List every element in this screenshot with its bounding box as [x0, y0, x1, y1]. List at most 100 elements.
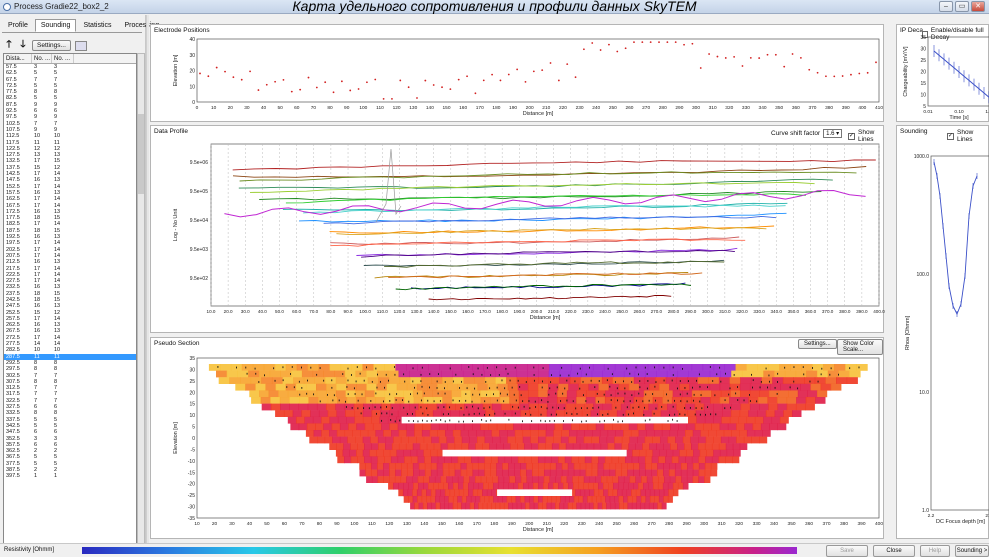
table-row[interactable]: 157.5 16 13 [4, 190, 136, 196]
pseudo-cell [472, 463, 480, 470]
table-row[interactable]: 82.5 5 5 [4, 95, 136, 101]
table-row[interactable]: 117.5 11 11 [4, 140, 136, 146]
pseudo-cell [570, 370, 582, 378]
table-row[interactable]: 152.5 17 14 [4, 184, 136, 190]
table-row[interactable]: 187.5 18 15 [4, 228, 136, 234]
table-row[interactable]: 252.5 15 12 [4, 310, 136, 316]
table-row[interactable]: 357.5 6 6 [4, 442, 136, 448]
table-row[interactable]: 77.5 8 8 [4, 89, 136, 95]
table-row[interactable]: 72.5 5 5 [4, 83, 136, 89]
table-row[interactable]: 292.5 8 8 [4, 360, 136, 366]
table-row[interactable]: 262.5 16 13 [4, 322, 136, 328]
table-row[interactable]: 257.5 17 14 [4, 316, 136, 322]
tab-statistics[interactable]: Statistics [83, 22, 112, 29]
pseudo-cell [561, 430, 570, 437]
table-row[interactable]: 242.5 18 15 [4, 297, 136, 303]
arrow-down-icon[interactable]: 🡓 [20, 39, 26, 50]
table-row[interactable]: 342.5 5 5 [4, 423, 136, 429]
tab-profile[interactable]: Profile [8, 22, 28, 29]
table-row[interactable]: 132.5 17 15 [4, 158, 136, 164]
table-row[interactable]: 367.5 5 5 [4, 454, 136, 460]
table-row[interactable]: 287.5 11 11 [4, 353, 136, 360]
curve-shift-select[interactable]: 1.6 ▾ [823, 129, 843, 138]
grid-scrollbar[interactable] [137, 53, 145, 551]
panel-splitter[interactable] [146, 15, 149, 543]
table-icon[interactable] [74, 40, 87, 51]
help-button[interactable]: Help [920, 545, 950, 557]
table-row[interactable]: 147.5 16 13 [4, 177, 136, 183]
table-row[interactable]: 297.5 8 8 [4, 366, 136, 372]
table-row[interactable]: 232.5 16 13 [4, 284, 136, 290]
maximize-button[interactable]: ▭ [955, 1, 969, 12]
sounding-show-lines-checkbox[interactable]: ✓ [947, 132, 954, 140]
table-row[interactable]: 322.5 7 7 [4, 398, 136, 404]
column-header-no-2[interactable]: No. ... [52, 54, 74, 63]
settings-button[interactable]: Settings... [32, 40, 71, 51]
table-row[interactable]: 337.5 5 5 [4, 417, 136, 423]
table-cell: 12 [54, 145, 61, 152]
table-row[interactable]: 212.5 16 13 [4, 259, 136, 265]
table-row[interactable]: 352.5 3 3 [4, 436, 136, 442]
table-row[interactable]: 317.5 7 7 [4, 391, 136, 397]
table-row[interactable]: 172.5 16 13 [4, 209, 136, 215]
table-row[interactable]: 237.5 18 15 [4, 291, 136, 297]
table-row[interactable]: 302.5 7 7 [4, 373, 136, 379]
pseudo-cell [553, 482, 559, 490]
table-row[interactable]: 182.5 17 14 [4, 221, 136, 227]
table-row[interactable]: 312.5 7 7 [4, 385, 136, 391]
close-window-button[interactable]: ✕ [971, 1, 985, 12]
scrollbar-thumb[interactable] [138, 114, 144, 194]
table-row[interactable]: 92.5 6 6 [4, 108, 136, 114]
tab-processing[interactable]: Processing [124, 22, 160, 29]
table-row[interactable]: 207.5 17 14 [4, 253, 136, 259]
table-row[interactable]: 112.5 10 10 [4, 133, 136, 139]
table-row[interactable]: 137.5 15 12 [4, 165, 136, 171]
table-row[interactable]: 397.5 1 1 [4, 473, 136, 479]
save-button[interactable]: Save [826, 545, 868, 557]
table-row[interactable]: 222.5 17 14 [4, 272, 136, 278]
table-row[interactable]: 122.5 12 12 [4, 146, 136, 152]
tab-sounding[interactable]: Sounding [34, 19, 77, 32]
table-row[interactable]: 387.5 2 2 [4, 467, 136, 473]
table-row[interactable]: 67.5 7 7 [4, 77, 136, 83]
table-row[interactable]: 57.5 3 3 [4, 64, 136, 70]
table-row[interactable]: 202.5 17 14 [4, 247, 136, 253]
table-row[interactable]: 347.5 6 6 [4, 429, 136, 435]
table-row[interactable]: 217.5 17 14 [4, 266, 136, 272]
table-row[interactable]: 377.5 5 5 [4, 461, 136, 467]
table-row[interactable]: 307.5 8 8 [4, 379, 136, 385]
table-row[interactable]: 247.5 16 13 [4, 303, 136, 309]
table-row[interactable]: 327.5 6 6 [4, 404, 136, 410]
table-row[interactable]: 277.5 14 14 [4, 341, 136, 347]
table-row[interactable]: 102.5 7 7 [4, 121, 136, 127]
table-row[interactable]: 97.5 9 9 [4, 114, 136, 120]
column-header-distance[interactable]: Dista... [4, 54, 32, 63]
table-row[interactable]: 362.5 2 2 [4, 448, 136, 454]
table-row[interactable]: 167.5 17 14 [4, 203, 136, 209]
sounding-next-button[interactable]: Sounding > [955, 545, 989, 557]
sounding-grid[interactable]: Dista... No. ... No. ... 57.5 3 3 62.5 5 5 67.… [3, 53, 137, 551]
arrow-up-icon[interactable]: 🡑 [6, 39, 12, 50]
table-row[interactable]: 107.5 9 9 [4, 127, 136, 133]
show-color-scale-button[interactable]: Show Color Scale... [837, 339, 883, 355]
table-row[interactable]: 87.5 9 9 [4, 102, 136, 108]
table-row[interactable]: 282.5 10 10 [4, 347, 136, 353]
pseudo-settings-button[interactable]: Settings... [798, 339, 837, 349]
table-row[interactable]: 227.5 17 14 [4, 278, 136, 284]
table-row[interactable]: 197.5 17 14 [4, 240, 136, 246]
table-row[interactable]: 267.5 16 13 [4, 328, 136, 334]
table-row[interactable]: 177.5 18 15 [4, 215, 136, 221]
minimize-button[interactable]: – [939, 1, 953, 12]
table-row[interactable]: 192.5 16 13 [4, 234, 136, 240]
table-row[interactable]: 127.5 13 13 [4, 152, 136, 158]
table-row[interactable]: 162.5 17 14 [4, 196, 136, 202]
full-decay-checkbox[interactable] [922, 30, 928, 38]
table-row[interactable]: 142.5 17 14 [4, 171, 136, 177]
table-row[interactable]: 62.5 5 5 [4, 70, 136, 76]
table-row[interactable]: 272.5 17 14 [4, 335, 136, 341]
table-row[interactable]: 332.5 8 8 [4, 410, 136, 416]
show-lines-checkbox[interactable]: ✓ [848, 132, 855, 140]
close-button[interactable]: Close [873, 545, 915, 557]
pseudo-cell [529, 496, 535, 503]
column-header-no-1[interactable]: No. ... [34, 54, 52, 63]
